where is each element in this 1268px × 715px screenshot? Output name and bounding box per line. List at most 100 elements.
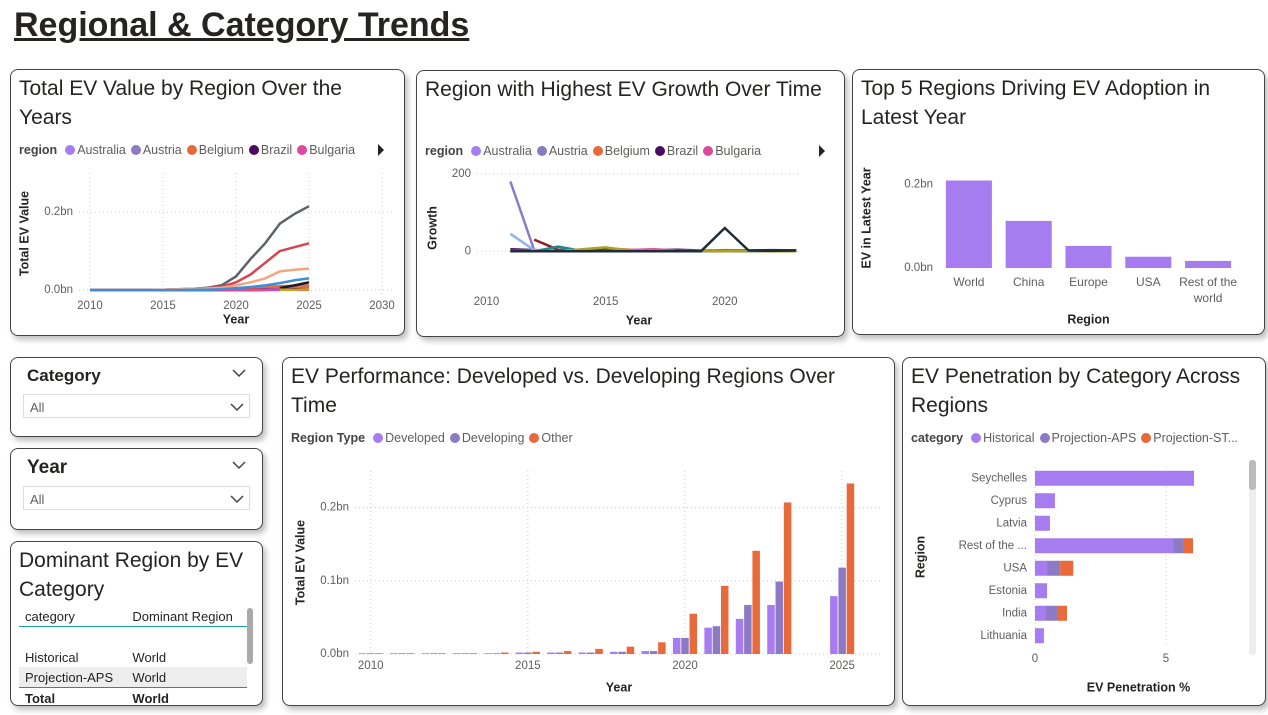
table-row[interactable]: Historical World [19, 647, 247, 667]
legend-item: Australia [65, 143, 126, 157]
x-tick-label-box: China [1013, 275, 1044, 289]
bar [618, 651, 626, 654]
bar [563, 651, 572, 654]
bar [1065, 245, 1112, 268]
bar [681, 637, 689, 654]
bar [783, 502, 792, 654]
chevron[interactable] [230, 495, 244, 504]
bar [469, 653, 478, 654]
bar [752, 550, 760, 654]
cell: Projection-APS [25, 670, 114, 685]
legend-swatch [971, 433, 982, 443]
chevron[interactable] [232, 369, 246, 378]
panel-title: Dominant Region by EV Category [19, 549, 244, 601]
bar [358, 653, 367, 654]
cell: Historical [25, 650, 79, 665]
legend-title: region [425, 144, 464, 158]
cell: World [132, 650, 167, 665]
panel: Total EV Value by Region Over the Years … [10, 69, 405, 336]
bar [1125, 256, 1172, 268]
x-axis-title: Region [1067, 312, 1109, 326]
bar [515, 652, 524, 654]
bar [610, 651, 618, 654]
slicer[interactable]: Year All [10, 448, 263, 530]
x-tick-label: 5 [1163, 653, 1169, 665]
panel: EV Penetration by Category Across Region… [902, 357, 1266, 706]
x-tick-label: 0 [1032, 653, 1038, 665]
legend-label: Bulgaria [309, 143, 356, 157]
column-header: category [25, 609, 75, 624]
legend: category Historical Projection-APS Projecti… [911, 431, 1238, 445]
legend-item: Projection-APS [1039, 431, 1137, 445]
panel: Region with Highest EV Growth Over Time … [416, 70, 845, 337]
legend-item: Brazil [248, 143, 293, 157]
legend-item: Australia [471, 144, 532, 158]
chevron[interactable] [232, 461, 246, 470]
bar-segment [1173, 538, 1184, 554]
bar-segment [1035, 605, 1047, 621]
bar [735, 618, 744, 654]
table-row[interactable]: Projection-APS World [19, 667, 247, 688]
bar [438, 653, 446, 654]
x-tick-label: Europe [1069, 275, 1108, 289]
y-axis-title: Growth [425, 206, 439, 250]
slicer-value: All [30, 400, 45, 415]
chevron[interactable] [230, 403, 244, 412]
legend-title: Region Type [291, 431, 366, 445]
legend-label: Brazil [260, 143, 293, 157]
scrollbar-thumb[interactable] [247, 608, 253, 664]
line-series [509, 181, 797, 253]
legend-item: Developed [373, 431, 445, 445]
bar [375, 653, 383, 654]
bar [421, 653, 430, 654]
legend-arrow[interactable] [378, 144, 384, 156]
x-tick-label: USA [1135, 275, 1161, 289]
cell: World [132, 670, 167, 685]
panel: Top 5 Regions Driving EV Adoption in Lat… [852, 69, 1265, 335]
bar [672, 637, 681, 654]
slicer-dropdown[interactable]: All [23, 486, 250, 510]
legend-label: Brazil [666, 144, 699, 158]
panel-title: Top 5 Regions Driving EV Adoption in Lat… [861, 77, 1211, 129]
legend-item: Projection-ST... [1141, 431, 1238, 445]
bar [945, 180, 992, 268]
bar [649, 651, 658, 654]
legend-title: region [19, 143, 58, 157]
y-tick-label: 0.0bn [44, 284, 73, 296]
slicer-value: All [30, 492, 45, 507]
x-axis-title: Year [223, 312, 250, 326]
scrollbar-track[interactable] [1249, 460, 1256, 655]
bar-segment [1035, 560, 1048, 576]
legend-label: Projection-ST... [1153, 431, 1239, 445]
legend-label: Other [541, 431, 573, 445]
legend-item: Other [529, 431, 573, 445]
y-tick-label: 0 [465, 245, 471, 257]
bar [1185, 260, 1232, 268]
legend-label: Projection-APS [1051, 431, 1137, 445]
y-tick-label: Estonia [989, 585, 1028, 597]
slicer-dropdown[interactable]: All [23, 394, 250, 418]
panel: EV Performance: Developed vs. Developing… [282, 357, 895, 706]
scrollbar-thumb[interactable] [1249, 460, 1256, 490]
x-tick-label-box: USA [1135, 275, 1161, 289]
legend-swatch [297, 145, 308, 155]
bar [555, 652, 564, 654]
line-series [90, 277, 310, 292]
legend-item: Austria [536, 144, 588, 158]
y-axis-title: Total EV Value [293, 520, 307, 605]
slicer[interactable]: Category All [10, 357, 263, 437]
legend-swatch [536, 146, 547, 156]
bar-segment [1035, 583, 1048, 599]
bar [484, 653, 492, 654]
cell: World [132, 691, 169, 706]
cell: Total [25, 691, 56, 706]
line-series [90, 205, 310, 292]
legend-arrow[interactable] [819, 145, 825, 157]
x-tick-label: 2020 [712, 296, 738, 308]
x-tick-label: 2010 [358, 660, 384, 672]
legend-item: Bulgaria [297, 143, 355, 157]
line-series [279, 281, 310, 290]
legend-swatch [373, 433, 384, 443]
chart: Total EV Value Year 0.0bn 0.2bn 2010 2015 2020… [17, 144, 395, 326]
y-tick-label: Lithuania [980, 630, 1027, 642]
